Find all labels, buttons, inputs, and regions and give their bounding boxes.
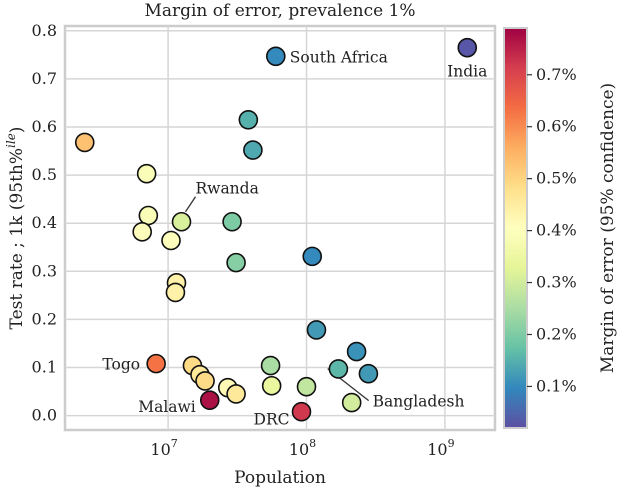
data-point-1: [265, 46, 286, 67]
y-tick-label-0: 0.0: [32, 406, 57, 425]
data-point-10: [161, 230, 181, 251]
y-axis-label-main: Test rate ; 1k (95th%: [7, 148, 27, 329]
y-tick-label-1: 0.1: [32, 357, 57, 376]
data-points: [74, 37, 478, 422]
x-tick-label-1: 108: [289, 437, 316, 459]
colorbar-tick-label-4: 0.5%: [536, 169, 577, 188]
y-tick-label-2: 0.2: [32, 309, 57, 328]
y-tick-label-4: 0.4: [32, 213, 57, 232]
y-tick-label-6: 0.6: [32, 117, 57, 136]
data-point-14: [165, 282, 186, 303]
x-tick-label-0: 107: [150, 437, 177, 459]
label-malawi: Malawi: [138, 398, 196, 416]
data-point-4: [243, 140, 263, 160]
y-tick-label-8: 0.8: [32, 21, 57, 40]
colorbar-tick-label-3: 0.4%: [536, 221, 577, 240]
x-tick-base: 10: [289, 440, 309, 459]
colorbar-label: Margin of error (95% confidence): [598, 83, 618, 373]
data-point-30: [291, 401, 312, 422]
data-point-17: [260, 355, 281, 376]
data-point-9: [222, 211, 242, 232]
label-bangladesh: Bangladesh: [373, 393, 465, 411]
label-south-africa: South Africa: [290, 48, 388, 66]
data-point-0: [457, 37, 478, 58]
data-point-7: [132, 222, 152, 242]
y-tick-label-7: 0.7: [32, 69, 57, 88]
grid: [65, 26, 495, 430]
y-tick-label-3: 0.3: [32, 261, 57, 280]
data-point-23: [195, 371, 215, 391]
data-point-18: [146, 353, 166, 374]
data-point-24: [261, 375, 282, 396]
chart-title: Margin of error, prevalence 1%: [144, 1, 415, 21]
data-point-2: [74, 132, 95, 153]
data-point-3: [238, 109, 259, 130]
data-point-8: [171, 211, 192, 232]
colorbar-tick-label-5: 0.6%: [536, 117, 577, 136]
x-tick-exponent: 8: [309, 437, 316, 450]
colorbar: [503, 27, 528, 429]
data-point-25: [296, 376, 317, 397]
label-drc: DRC: [254, 411, 290, 429]
data-point-12: [226, 252, 246, 273]
data-point-27: [226, 384, 246, 404]
x-tick-exponent: 7: [171, 437, 178, 450]
colorbar-tick-label-6: 0.7%: [536, 65, 577, 84]
colorbar-tick-label-0: 0.1%: [536, 376, 577, 395]
data-point-29: [341, 392, 362, 413]
colorbar-tick-label-2: 0.3%: [536, 273, 577, 292]
y-axis-label-end: ): [7, 127, 27, 134]
x-tick-exponent: 9: [448, 437, 455, 450]
x-tick-labels: 107 108 109: [150, 437, 454, 459]
data-point-15: [306, 320, 327, 340]
x-tick-label-2: 109: [427, 437, 454, 459]
data-point-11: [302, 246, 323, 267]
data-point-16: [346, 341, 367, 362]
label-rwanda: Rwanda: [196, 180, 259, 198]
y-axis-label: Test rate ; 1k (95th%ile): [4, 127, 27, 330]
colorbar-ticks: 0.1% 0.2% 0.3% 0.4% 0.5% 0.6% 0.7%: [527, 65, 577, 395]
data-point-21: [328, 359, 349, 379]
x-axis-label: Population: [234, 468, 326, 488]
x-tick-base: 10: [427, 440, 447, 459]
label-togo: Togo: [102, 356, 140, 374]
data-point-5: [136, 163, 157, 184]
y-tick-label-5: 0.5: [32, 165, 57, 184]
data-point-22: [358, 363, 379, 384]
data-point-6: [138, 205, 159, 226]
annotations: India South Africa Rwanda Togo Malawi Banglad…: [102, 48, 487, 428]
data-point-28: [199, 390, 220, 410]
y-tick-labels: 0.0 0.1 0.2 0.3 0.4 0.5 0.6 0.7 0.8: [32, 21, 57, 425]
colorbar-tick-label-1: 0.2%: [536, 324, 577, 343]
y-axis-label-sup: ile: [4, 133, 18, 148]
connector-rwanda: [184, 196, 197, 213]
label-india: India: [447, 63, 487, 81]
x-tick-base: 10: [150, 440, 170, 459]
